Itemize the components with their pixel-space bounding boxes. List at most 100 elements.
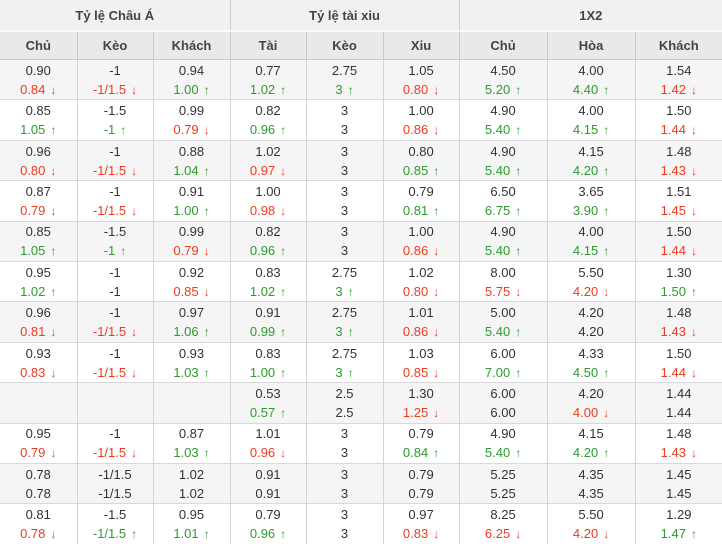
odds-opening-value: 0.83 (255, 264, 281, 280)
trend-up-icon: ↑ (515, 365, 522, 380)
trend-up-icon: ↑ (203, 446, 210, 461)
odds-cell-ou-over: 0.82 0.96 ↑ (230, 99, 307, 141)
trend-up-icon: ↑ (515, 163, 522, 178)
odds-cell-ou-over: 0.77 1.02 ↑ (230, 59, 307, 100)
odds-live-number: 4.20 (572, 283, 599, 299)
odds-live-number: 0.81 (20, 324, 46, 340)
trend-up-icon: ↑ (280, 365, 287, 380)
trend-up-icon: ↑ (603, 365, 610, 380)
trend-up-icon: ↑ (433, 446, 440, 461)
trend-down-icon: ↓ (280, 163, 287, 178)
odds-live-value: 0.81 ↑ (384, 201, 459, 220)
odds-cell-ou-line: 2.75 3 ↑ (306, 342, 384, 383)
odds-opening-value: 3 (340, 103, 349, 119)
odds-live-value: -1 ↑ (78, 120, 153, 139)
odds-opening-value: 5.50 (578, 264, 604, 280)
odds-opening-value: -1 (109, 62, 121, 78)
odds-live-value: 1.42 ↓ (636, 80, 722, 99)
odds-live-value: 6.00 (460, 403, 547, 422)
odds-cell-ou-under: 1.02 0.80 ↓ (383, 261, 460, 302)
trend-down-icon: ↓ (50, 163, 57, 178)
odds-opening-value: 1.50 (666, 103, 692, 119)
odds-live-number: 3 (335, 364, 343, 380)
odds-opening-value: 0.81 (25, 507, 51, 523)
odds-live-number: 0.98 (249, 202, 276, 218)
trend-down-icon: ↓ (50, 446, 57, 461)
odds-live-number: 0.57 (249, 404, 276, 420)
odds-opening-value: 0.97 (178, 305, 205, 321)
odds-live-value: 0.81 ↓ (0, 322, 77, 341)
odds-live-number: 3 (335, 283, 343, 299)
odds-cell-asian-home: 0.87 0.79 ↓ (0, 180, 78, 222)
odds-cell-ou-under: 1.00 0.86 ↓ (383, 99, 460, 141)
odds-live-value: 5.40 ↑ (460, 241, 547, 260)
odds-live-value: 3 ↑ (307, 363, 383, 382)
odds-cell-1x2-draw: 4.15 4.20 ↑ (547, 140, 636, 181)
trend-up-icon: ↑ (515, 203, 522, 218)
trend-up-icon: ↑ (603, 244, 610, 259)
odds-live-number: 1.02 (249, 283, 276, 299)
odds-live-number: 3 (340, 122, 349, 138)
odds-live-value: 3 ↑ (307, 80, 383, 99)
col-header-asian-away: Khách (153, 31, 231, 60)
trend-down-icon: ↓ (131, 325, 138, 340)
odds-opening-value: -1 (109, 183, 121, 199)
odds-cell-ou-under: 1.03 0.85 ↓ (383, 342, 460, 383)
group-header-asian-handicap: Tỷ lệ Châu Á (0, 0, 231, 32)
odds-live-number: 3.90 (572, 202, 599, 218)
odds-live-value: 3 (307, 161, 383, 180)
odds-live-value: 1.05 ↑ (0, 241, 77, 260)
odds-opening-value: 0.91 (255, 466, 281, 482)
trend-up-icon: ↑ (203, 527, 210, 542)
odds-cell-asian-handicap (77, 382, 154, 424)
odds-opening-value: 4.90 (490, 143, 516, 159)
odds-live-value: 5.40 ↑ (460, 443, 547, 462)
odds-live-number: 0.79 (408, 485, 434, 501)
odds-cell-asian-home: 0.96 0.81 ↓ (0, 301, 78, 343)
odds-cell-1x2-draw: 4.20 4.00 ↓ (547, 382, 636, 424)
trend-up-icon: ↑ (515, 123, 522, 138)
odds-live-value: 0.79 ↓ (0, 443, 77, 462)
odds-live-number: 5.40 (484, 324, 511, 340)
trend-up-icon: ↑ (280, 284, 287, 299)
trend-down-icon: ↓ (50, 365, 57, 380)
trend-up-icon: ↑ (203, 163, 210, 178)
odds-live-value: 0.57 ↑ (231, 403, 306, 422)
odds-cell-asian-away: 0.99 0.79 ↓ (153, 99, 231, 141)
odds-live-value: 1.43 ↓ (636, 322, 722, 341)
trend-up-icon: ↑ (603, 203, 610, 218)
odds-live-value: 0.79 ↓ (154, 120, 230, 139)
odds-live-value: -1 ↑ (78, 241, 153, 260)
odds-live-value: 1.45 ↓ (636, 201, 722, 220)
odds-live-number: 3 (335, 81, 343, 97)
odds-cell-asian-away: 0.95 1.01 ↑ (153, 503, 231, 544)
odds-opening-value: 1.05 (408, 62, 434, 78)
odds-live-number: 0.86 (402, 122, 429, 138)
odds-live-value: -1/1.5 ↓ (78, 443, 153, 462)
odds-live-number: 4.20 (572, 526, 599, 542)
trend-up-icon: ↑ (347, 325, 354, 340)
odds-opening-value: 0.79 (408, 466, 434, 482)
odds-opening-value: 1.02 (178, 466, 205, 482)
odds-cell-asian-away: 0.92 0.85 ↓ (153, 261, 231, 302)
trend-down-icon: ↓ (433, 325, 440, 340)
trend-up-icon: ↑ (603, 123, 610, 138)
trend-up-icon: ↑ (515, 446, 522, 461)
odds-opening-value: 0.87 (25, 183, 51, 199)
odds-cell-asian-home: 0.95 1.02 ↑ (0, 261, 78, 302)
odds-live-value: 0.79 (384, 484, 459, 503)
odds-live-number: 1.06 (173, 324, 199, 340)
group-header-row: Tỷ lệ Châu Á Tỷ lệ tài xiu 1X2 (0, 0, 722, 32)
odds-opening-value: 2.75 (331, 264, 358, 280)
odds-cell-ou-over: 1.00 0.98 ↓ (230, 180, 307, 222)
trend-down-icon: ↓ (203, 244, 210, 259)
odds-live-number: 0.85 (402, 364, 429, 380)
trend-down-icon: ↓ (50, 325, 57, 340)
odds-live-number: 0.80 (402, 81, 429, 97)
odds-live-value (78, 403, 153, 422)
odds-live-value: 3 (307, 524, 383, 543)
odds-opening-value: 6.50 (490, 183, 516, 199)
odds-cell-1x2-away: 1.48 1.43 ↓ (635, 302, 722, 342)
odds-opening-value (0, 384, 77, 403)
trend-up-icon: ↑ (203, 365, 210, 380)
